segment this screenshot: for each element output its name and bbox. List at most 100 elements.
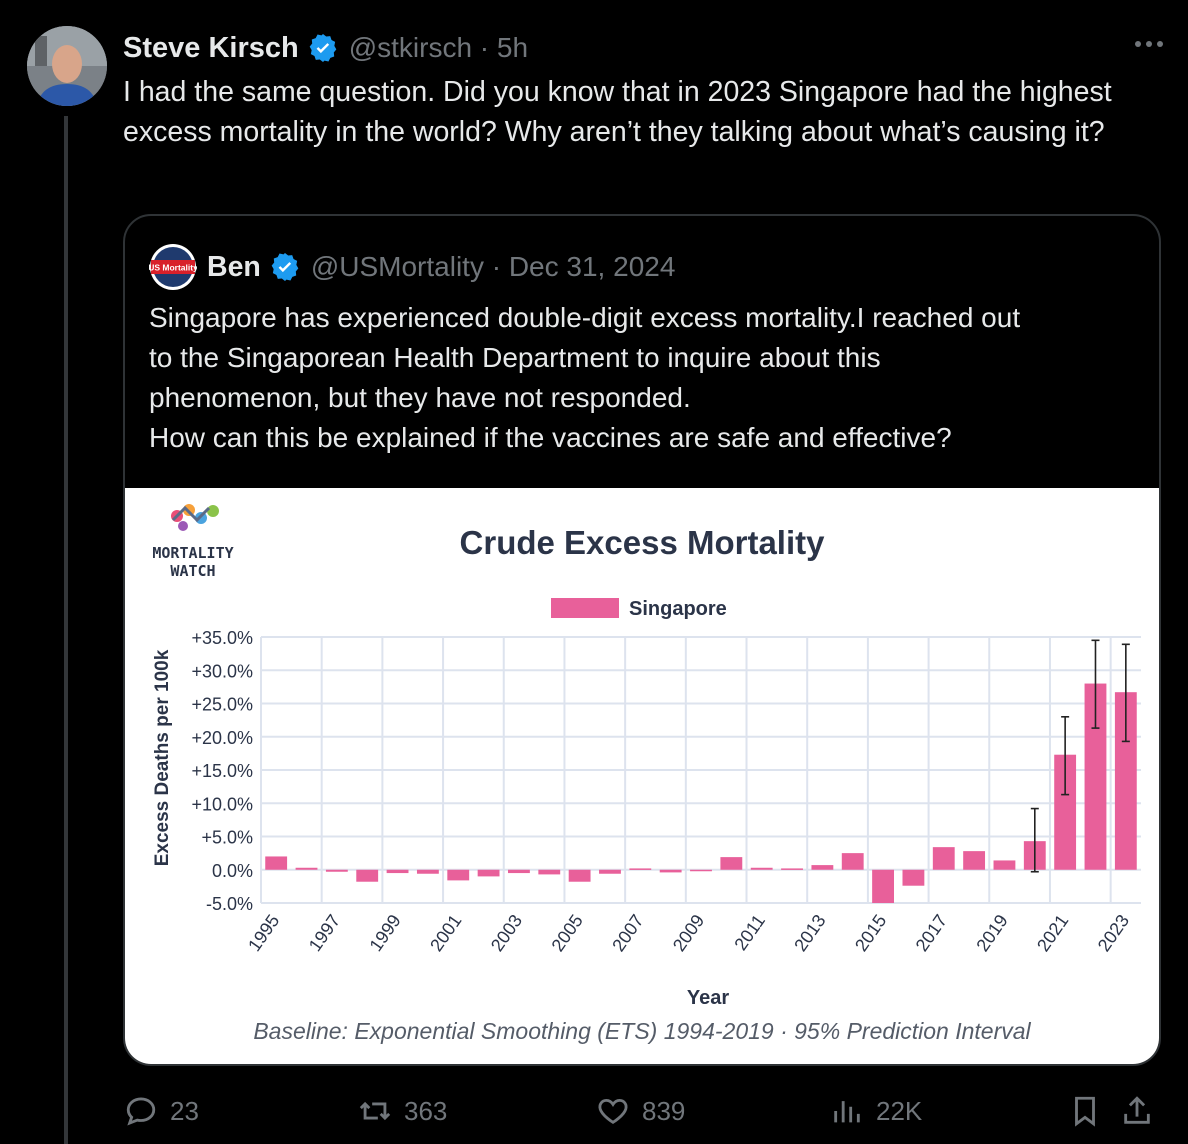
y-tick-label: +35.0% [191,628,253,648]
reply-button[interactable]: 23 [124,1088,199,1134]
x-tick-label: 1999 [365,911,404,955]
share-icon [1124,1096,1150,1124]
avatar[interactable] [27,26,107,106]
heart-icon [598,1098,628,1124]
x-tick-label: 2003 [487,911,526,955]
x-axis: 1995 1997 1999 2001 2003 2005 2007 2009 2011 2013… [244,911,1133,955]
chart-bars [265,683,1137,903]
chart-grid [260,636,1141,904]
legend-label: Singapore [629,598,727,620]
bar [295,867,318,870]
y-tick-label: +15.0% [191,761,253,781]
bar [902,869,925,886]
repost-count: 363 [404,1095,448,1126]
y-tick-label: +30.0% [191,661,253,681]
bar [599,869,621,874]
bar [750,867,773,870]
verified-badge-icon [309,34,337,62]
bar [508,869,530,874]
x-tick-label: 2001 [426,911,465,955]
quoted-author-name[interactable]: Ben [207,250,261,283]
bar [265,856,288,870]
bar [811,865,834,870]
bar [568,869,591,882]
bookmark-icon [1075,1096,1095,1127]
y-tick-label: +20.0% [191,728,253,748]
x-tick-label: 1995 [244,911,283,955]
bookmark-button[interactable] [1068,1088,1114,1134]
error-bars [1030,639,1130,873]
x-tick-label: 2015 [851,911,890,955]
x-axis-label: Year [687,987,729,1009]
action-bar: 23 363 839 22K [0,1088,1188,1134]
x-tick-label: 2007 [608,911,647,955]
x-tick-label: 1997 [305,911,344,955]
bar [659,869,682,873]
quoted-text-line: to the Singaporean Health Department to … [149,342,881,373]
quoted-tweet-text: Singapore has experienced double-digit e… [149,298,1139,458]
x-tick-label: 2009 [669,911,708,955]
verified-badge-icon [271,253,299,281]
reply-count: 23 [170,1095,199,1126]
bar [993,860,1016,870]
views-button[interactable]: 22K [830,1088,922,1134]
bar [356,869,379,882]
quoted-tweet[interactable]: US Mortality Ben @USMortality · Dec 31, … [123,214,1161,1066]
thread-line [64,116,68,1144]
chart-legend: Singapore [551,598,727,620]
x-tick-label: 2023 [1094,911,1133,955]
chart-image[interactable]: MORTALITY WATCH Crude Excess Mortality S… [125,488,1159,1064]
chart-title: Crude Excess Mortality [460,524,826,561]
y-tick-label: +10.0% [191,794,253,814]
bar [720,857,743,870]
bar [416,869,439,874]
quoted-text-line: phenomenon, but they have not responded. [149,382,691,413]
chart-caption: Baseline: Exponential Smoothing (ETS) 19… [253,1018,1031,1044]
like-button[interactable]: 839 [596,1088,685,1134]
bar [932,847,955,870]
y-tick-label: -5.0% [206,894,253,914]
chart: MORTALITY WATCH Crude Excess Mortality S… [152,504,1141,1044]
more-options-icon[interactable] [1132,34,1166,54]
x-tick-label: 2021 [1033,911,1072,955]
bar [325,869,348,872]
reply-icon [126,1097,156,1126]
bar [690,869,712,872]
bar [1084,683,1107,870]
bar [538,869,561,875]
author-handle[interactable]: @stkirsch · 5h [348,32,529,63]
views-count: 22K [876,1095,923,1126]
share-button[interactable] [1120,1088,1166,1134]
quoted-tweet-header: US Mortality Ben @USMortality · Dec 31, … [149,244,675,290]
tweet-text: I had the same question. Did you know th… [123,76,1112,148]
bar [781,868,803,870]
quoted-text-line: Singapore has experienced double-digit e… [149,302,1021,333]
bar [386,869,409,874]
mortality-watch-logo: MORTALITY WATCH [152,504,234,580]
bar [477,869,500,877]
repost-icon [359,1101,391,1121]
y-tick-label: 0.0% [212,861,253,881]
author-name[interactable]: Steve Kirsch [123,31,299,64]
bar [963,851,986,870]
x-tick-label: 2005 [548,911,587,955]
tweet-header: Steve Kirsch @stkirsch · 5h [123,28,528,68]
bar [447,869,470,881]
bar [629,868,652,870]
bar [1054,754,1077,870]
y-tick-label: +25.0% [191,695,253,715]
quoted-text-line: How can this be explained if the vaccine… [149,422,952,453]
x-tick-label: 2013 [790,911,829,955]
logo-text-line1: MORTALITY [152,544,233,562]
logo-text-line2: WATCH [170,562,215,580]
x-tick-label: 2011 [730,911,769,954]
quoted-avatar[interactable]: US Mortality [149,243,197,291]
legend-swatch [551,598,619,618]
bar [1114,692,1137,870]
y-axis-label: Excess Deaths per 100k [152,649,173,866]
quoted-author-handle[interactable]: @USMortality · Dec 31, 2024 [310,251,676,282]
y-tick-label: +5.0% [201,828,253,848]
bar [841,853,864,870]
repost-button[interactable]: 363 [358,1088,447,1134]
bar [872,869,894,903]
